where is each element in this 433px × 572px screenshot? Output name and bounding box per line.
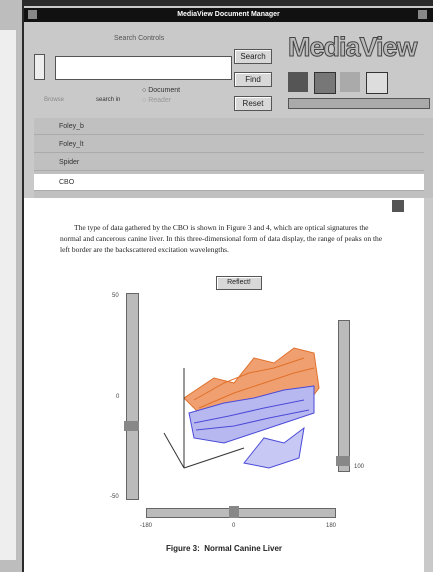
spinner[interactable] xyxy=(34,54,45,80)
slider-tick: 50 xyxy=(112,293,119,299)
slider-tick: 0 xyxy=(232,523,235,529)
slider[interactable] xyxy=(288,98,430,109)
scope-option-text: Reader xyxy=(148,97,171,104)
logo: MediaView xyxy=(288,32,417,63)
find-button[interactable]: Find xyxy=(234,72,272,87)
search-label: Search Controls xyxy=(114,35,164,42)
background-window-body xyxy=(0,30,16,560)
document-view: The type of data gathered by the CBO is … xyxy=(24,198,424,572)
window-maximize[interactable] xyxy=(418,10,427,19)
scope-label: search in xyxy=(96,97,120,103)
search-button[interactable]: Search xyxy=(234,49,272,64)
search-input[interactable] xyxy=(55,56,232,80)
reflect-button[interactable]: Reflect! xyxy=(216,276,262,290)
document-list: Foley_b Foley_lt Spider CBO xyxy=(34,118,433,198)
figure-caption: Figure 3: Normal Canine Liver xyxy=(24,544,424,553)
slider-tick: 0 xyxy=(116,394,119,400)
list-item[interactable]: Spider xyxy=(34,154,424,171)
right-slider-thumb[interactable] xyxy=(336,456,350,466)
scope-option-text: Document xyxy=(148,87,180,94)
paragraph: The type of data gathered by the CBO is … xyxy=(60,222,390,255)
list-item[interactable]: Foley_b xyxy=(34,118,424,135)
bottom-slider-thumb[interactable] xyxy=(229,506,239,518)
slider-tick: -50 xyxy=(110,494,119,500)
scope-option[interactable]: ○ Document xyxy=(142,87,180,94)
browse-label: Browse xyxy=(44,97,64,103)
slider-tick: -180 xyxy=(140,523,152,529)
right-slider[interactable] xyxy=(338,320,350,472)
list-item-selected[interactable]: CBO xyxy=(34,174,424,191)
tool-icon[interactable] xyxy=(288,72,308,92)
slider-tick: 100 xyxy=(354,464,364,470)
list-item[interactable]: Foley_lt xyxy=(34,136,424,153)
doc-icon[interactable] xyxy=(392,200,404,212)
bottom-slider[interactable] xyxy=(146,508,336,518)
reset-button[interactable]: Reset xyxy=(234,96,272,111)
left-slider-thumb[interactable] xyxy=(124,421,139,431)
main-window: MediaView Document Manager Search Contro… xyxy=(24,6,433,572)
window-menu[interactable] xyxy=(28,10,37,19)
tool-icon[interactable] xyxy=(314,72,336,94)
surface-plot xyxy=(154,328,334,478)
tool-icon[interactable] xyxy=(366,72,388,94)
screen: MediaView Document Manager Search Contro… xyxy=(0,0,433,572)
left-slider[interactable] xyxy=(126,293,139,500)
background-window xyxy=(0,0,22,572)
slider-tick: 180 xyxy=(326,523,336,529)
title-bar: MediaView Document Manager xyxy=(24,8,433,22)
scope-option[interactable]: ○ Reader xyxy=(142,97,171,104)
tool-icon[interactable] xyxy=(340,72,360,92)
